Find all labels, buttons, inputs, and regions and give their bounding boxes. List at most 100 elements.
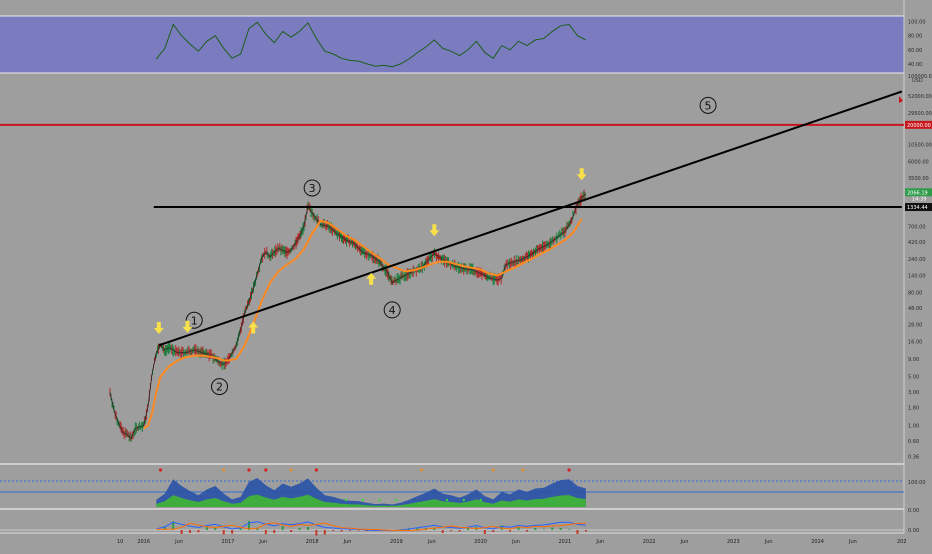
osc-red-marker [314, 468, 318, 472]
red-level-badge: 20000.00 [907, 123, 931, 129]
osc-orange-marker [289, 468, 293, 472]
price-tick-label: 420.00 [908, 240, 926, 246]
macd-histogram-bar [306, 527, 309, 530]
wave-circle [699, 96, 717, 114]
x-tick-label: Jun [174, 539, 183, 545]
osc-orange-marker [491, 468, 495, 472]
macd-histogram-bar [281, 526, 284, 530]
x-tick-label: 2019 [390, 539, 403, 545]
macd-histogram-bar [163, 526, 166, 530]
macd-histogram-bar [349, 530, 352, 531]
macd-histogram-bar [517, 527, 520, 530]
price-tick-label: 100000.00 [908, 74, 932, 80]
macd-tick-label: 0.00 [908, 528, 919, 534]
arrow-down-icon [182, 320, 193, 333]
price-tick-label: 1.00 [908, 423, 919, 429]
osc-red-marker [567, 468, 571, 472]
macd-histogram-bar [214, 528, 217, 530]
osc-green-marker [344, 498, 348, 502]
macd-histogram-bar [247, 521, 250, 530]
osc-green-marker [361, 498, 364, 502]
x-tick-label: Jun [680, 539, 689, 545]
price-tick-label: 1.80 [908, 406, 919, 412]
wave-label: 2 [216, 381, 223, 394]
macd-signal-line [156, 522, 586, 532]
price-tick-label: 140.00 [908, 273, 926, 279]
price-tick-label: 240.00 [908, 257, 926, 263]
rsi-band [0, 16, 904, 73]
x-tick-label: 2024 [811, 539, 824, 545]
macd-histogram-bar [323, 530, 326, 535]
wave-label: 3 [309, 182, 316, 195]
wave-label: 5 [705, 99, 712, 112]
osc-tick-label: 0.00 [908, 508, 919, 514]
macd-histogram-bar [273, 530, 276, 533]
arrow-down-icon [429, 224, 440, 237]
price-tick-label: 0.60 [908, 439, 919, 445]
macd-histogram-bar [534, 528, 537, 530]
osc-green-area [156, 494, 586, 507]
price-tick-label: 28.00 [908, 322, 922, 328]
moving-average-line [143, 218, 583, 430]
wave-circle [185, 311, 203, 329]
x-tick-label: Jun [848, 539, 857, 545]
trendline [158, 90, 903, 347]
price-tick-label: 48.00 [908, 306, 922, 312]
wave-circle [211, 378, 229, 396]
macd-histogram-bar [256, 527, 259, 530]
x-tick-label: 2018 [306, 539, 319, 545]
price-layer: 1 2 3 4 5 [0, 90, 904, 442]
red-level-badge-box [905, 120, 932, 129]
macd-histogram-bar [189, 530, 192, 533]
currency-label: USD [912, 78, 923, 84]
horizontal-level-badge-box [905, 203, 932, 212]
macd-histogram-bar [441, 530, 444, 533]
price-tick-label: 10500.00 [908, 142, 932, 148]
alert-marker-icon [899, 96, 903, 103]
macd-histogram-bar [509, 530, 512, 532]
macd-line [156, 521, 586, 532]
x-tick-label: Jun [343, 539, 352, 545]
macd-histogram-bar [542, 529, 545, 530]
arrow-up-icon [366, 272, 377, 285]
macd-histogram-bar [180, 530, 183, 534]
macd-histogram-bar [290, 530, 293, 532]
wave-label: 1 [191, 314, 198, 327]
macd-histogram-bar [239, 528, 242, 530]
macd-histogram-bar [205, 526, 208, 530]
price-tick-label: 80.00 [908, 290, 922, 296]
osc-green-marker [395, 498, 398, 502]
macd-histogram-bar [298, 528, 301, 530]
current-price-time: 14:39 [912, 196, 926, 202]
rsi-line [155, 21, 587, 68]
osc-orange-marker [420, 468, 424, 472]
macd-histogram-bar [568, 529, 571, 530]
macd-histogram-bar [264, 530, 267, 535]
macd-histogram-bar [525, 530, 528, 532]
osc-red-marker [158, 468, 163, 472]
macd-histogram-bar [231, 530, 234, 534]
arrow-up-icon [248, 321, 259, 334]
wave-circle [383, 301, 401, 319]
macd-histogram-bar [492, 530, 495, 532]
price-tick-label: 52000.00 [908, 94, 932, 100]
price-line [109, 193, 587, 440]
arrow-down-icon [153, 321, 164, 334]
x-tick-label: 2022 [643, 539, 656, 545]
x-tick-label: Jun [595, 539, 604, 545]
price-tick-label: 29500.00 [908, 111, 932, 117]
osc-orange-marker [521, 468, 525, 472]
macd-histogram-bar [559, 528, 562, 530]
macd-histogram-bar [450, 530, 453, 531]
macd-histogram-bar [332, 530, 335, 531]
wave-circle [303, 179, 321, 197]
horizontal-level-badge: 1334.44 [907, 205, 928, 211]
x-tick-label: 2021 [558, 539, 571, 545]
macd-histogram-bar [466, 528, 469, 530]
x-tick-label: 2023 [727, 539, 740, 545]
macd-histogram-bar [315, 530, 318, 536]
price-tick-label: 3.00 [908, 390, 919, 396]
price-tick-label: 700.00 [908, 225, 926, 231]
